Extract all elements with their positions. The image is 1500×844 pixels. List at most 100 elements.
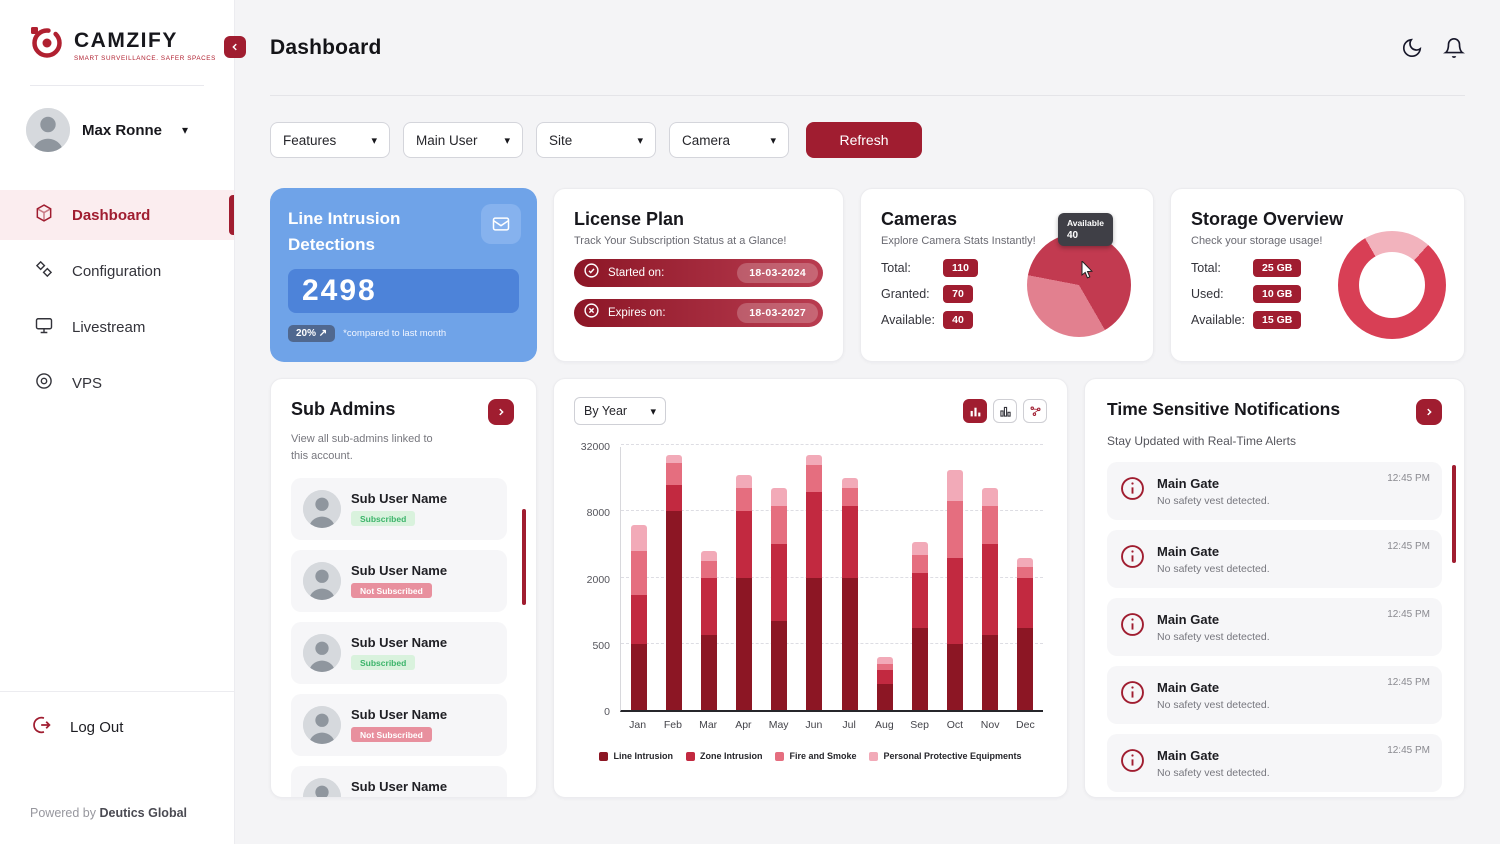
sub-admin-list-item[interactable]: Sub User Name Subscribed xyxy=(291,478,507,540)
dropdown-label: Main User xyxy=(416,132,478,148)
filter-features-dropdown[interactable]: Features ▾ xyxy=(270,122,390,158)
sidebar-nav: Dashboard Configuration Livestream VPS xyxy=(0,190,234,408)
notification-item[interactable]: Main Gate No safety vest detected. 12:45… xyxy=(1107,462,1442,520)
sub-admin-name: Sub User Name xyxy=(351,779,448,795)
bar-segment xyxy=(665,462,682,485)
notification-desc: No safety vest detected. xyxy=(1157,494,1270,507)
notification-item[interactable]: Main Gate No safety vest detected. 12:45… xyxy=(1107,734,1442,792)
stacked-bar[interactable] xyxy=(982,488,999,710)
notification-item[interactable]: Main Gate No safety vest detected. 12:45… xyxy=(1107,530,1442,588)
avatar xyxy=(303,778,341,797)
bar-segment xyxy=(771,488,788,506)
bar-segment xyxy=(841,488,858,506)
user-profile[interactable]: Max Ronne ▾ xyxy=(0,86,234,174)
sidebar-item-livestream[interactable]: Livestream xyxy=(0,302,234,352)
card-title: Storage Overview xyxy=(1191,209,1344,229)
avatar xyxy=(303,634,341,672)
stacked-bar[interactable] xyxy=(806,454,823,710)
bar-segment xyxy=(876,657,893,664)
livestream-icon xyxy=(34,315,54,339)
gridline xyxy=(621,642,1043,644)
notification-title: Main Gate xyxy=(1157,543,1220,559)
sidebar-item-configuration[interactable]: Configuration xyxy=(0,246,234,296)
logout-label: Log Out xyxy=(70,718,124,736)
legend-item: Line Intrusion xyxy=(599,751,673,761)
card-title: Cameras xyxy=(881,209,958,229)
y-tick-label: 2000 xyxy=(586,573,610,586)
legend-item: Zone Intrusion xyxy=(685,751,762,761)
notification-item[interactable]: Main Gate No safety vest detected. 12:45… xyxy=(1107,598,1442,656)
y-axis: 0 500 2000 8000 32000 xyxy=(574,441,616,718)
sub-admin-list-item[interactable]: Sub User Name Subscribed xyxy=(291,766,507,797)
time-sensitive-notifications-card: Time Sensitive Notifications Stay Update… xyxy=(1084,378,1465,798)
refresh-button[interactable]: Refresh xyxy=(806,122,922,158)
dark-mode-toggle-moon-icon[interactable] xyxy=(1401,37,1423,59)
chart-type-scatter-button[interactable] xyxy=(1023,399,1047,423)
filter-camera-dropdown[interactable]: Camera ▾ xyxy=(669,122,789,158)
y-tick-label: 0 xyxy=(604,706,610,718)
stacked-bar[interactable] xyxy=(736,475,753,710)
bar-segment xyxy=(700,550,717,562)
notifications-expand-button[interactable] xyxy=(1416,399,1442,425)
logout-button[interactable]: Log Out xyxy=(0,691,234,762)
chart-type-column-button[interactable] xyxy=(993,399,1017,423)
vps-icon xyxy=(34,371,54,395)
sidebar-item-vps[interactable]: VPS xyxy=(0,358,234,408)
stacked-bar[interactable] xyxy=(1017,558,1034,710)
notification-item[interactable]: Main Gate No safety vest detected. 12:45… xyxy=(1107,666,1442,724)
chevron-down-icon: ▾ xyxy=(182,123,189,137)
stacked-bar[interactable] xyxy=(771,488,788,710)
chevron-down-icon: ▾ xyxy=(504,134,510,147)
notification-time: 12:45 PM xyxy=(1387,609,1430,620)
sub-admin-name: Sub User Name xyxy=(351,707,448,723)
sub-admins-expand-button[interactable] xyxy=(488,399,514,425)
scrollbar-thumb[interactable] xyxy=(1452,465,1456,563)
bar-segment xyxy=(806,465,823,492)
period-selector-dropdown[interactable]: By Year ▾ xyxy=(574,397,666,425)
bar-segment xyxy=(700,635,717,710)
x-tick-label: Apr xyxy=(735,719,752,731)
bar-slot xyxy=(973,447,1008,710)
card-title: Time Sensitive Notifications xyxy=(1107,399,1341,419)
sub-admins-card: Sub Admins View all sub-admins linked to… xyxy=(270,378,537,798)
scrollbar-thumb[interactable] xyxy=(522,509,526,605)
sub-admin-list-item[interactable]: Sub User Name Not Subscribed xyxy=(291,694,507,756)
back-button[interactable] xyxy=(224,36,246,58)
powered-by: Powered by Deutics Global xyxy=(30,806,188,820)
plot-area xyxy=(620,444,1043,712)
stacked-bar[interactable] xyxy=(700,550,717,710)
dropdown-label: Camera xyxy=(682,132,731,148)
sub-admins-list: Sub User Name Subscribed Sub User Name N… xyxy=(291,478,507,797)
x-tick-label: Mar xyxy=(699,719,718,731)
stacked-bar[interactable] xyxy=(947,469,964,710)
powered-by-brand: Deutics Global xyxy=(99,806,188,820)
chart-type-bar-button[interactable] xyxy=(963,399,987,423)
stacked-bar[interactable] xyxy=(665,454,682,710)
sidebar-item-dashboard[interactable]: Dashboard xyxy=(0,190,234,240)
dropdown-label: Site xyxy=(549,132,573,148)
legend-item: Fire and Smoke xyxy=(775,751,856,761)
stacked-bar[interactable] xyxy=(911,542,928,710)
filter-site-dropdown[interactable]: Site ▾ xyxy=(536,122,656,158)
legend-swatch xyxy=(685,751,695,761)
sub-admin-name: Sub User Name xyxy=(351,635,448,651)
sub-admin-list-item[interactable]: Sub User Name Not Subscribed xyxy=(291,550,507,612)
storage-donut-chart[interactable] xyxy=(1338,231,1446,339)
chevron-down-icon: ▾ xyxy=(371,134,377,147)
sidebar-item-label: Livestream xyxy=(72,318,146,336)
filter-main-user-dropdown[interactable]: Main User ▾ xyxy=(403,122,523,158)
cameras-pie-chart[interactable] xyxy=(1027,233,1131,337)
stacked-bar[interactable] xyxy=(630,525,647,710)
bar-slot xyxy=(727,447,762,710)
bar-segment xyxy=(665,454,682,463)
stacked-bar[interactable] xyxy=(841,478,858,710)
notifications-bell-icon[interactable] xyxy=(1443,37,1465,59)
y-tick-label: 8000 xyxy=(586,507,610,520)
bar-segment xyxy=(700,577,717,636)
bar-segment xyxy=(736,511,753,578)
notification-desc: No safety vest detected. xyxy=(1157,698,1270,711)
sub-admin-list-item[interactable]: Sub User Name Subscribed xyxy=(291,622,507,684)
bar-segment xyxy=(947,558,964,644)
sidebar-item-label: Dashboard xyxy=(72,206,151,224)
stacked-bar[interactable] xyxy=(876,657,893,710)
